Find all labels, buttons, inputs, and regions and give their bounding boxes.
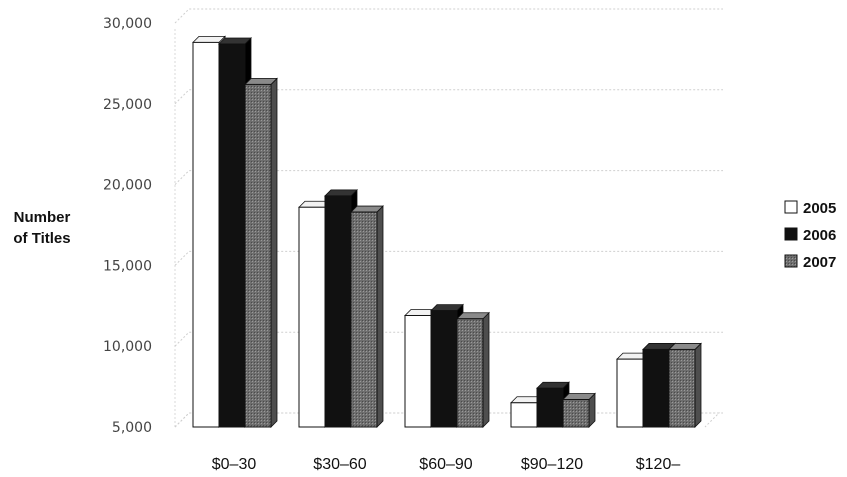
bar-top bbox=[218, 37, 252, 45]
bar-front bbox=[562, 399, 590, 428]
bar-front bbox=[430, 310, 458, 428]
y-tick-label: 20,000 bbox=[103, 178, 152, 194]
bar-top bbox=[350, 205, 384, 213]
y-axis-title-line-1: Number bbox=[14, 209, 71, 226]
bar-front bbox=[616, 358, 644, 428]
bar-top bbox=[456, 312, 490, 320]
y-axis: 5,000 10,000 15,000 20,000 25,000 30,000 bbox=[103, 16, 152, 436]
bar-top bbox=[192, 35, 226, 43]
bar-front bbox=[536, 387, 564, 428]
bar-front bbox=[244, 83, 272, 428]
x-tick-label: $120– bbox=[636, 456, 681, 473]
y-tick-label: 25,000 bbox=[103, 97, 152, 113]
bar-top bbox=[430, 304, 464, 312]
legend-swatch bbox=[784, 200, 798, 214]
y-axis-title-line-2: of Titles bbox=[13, 230, 70, 247]
x-tick-label: $30–60 bbox=[313, 456, 366, 473]
bar-top bbox=[668, 343, 702, 350]
bar-top bbox=[536, 381, 570, 389]
bar-side bbox=[482, 311, 490, 428]
legend-label: 2005 bbox=[803, 200, 836, 217]
bar-side bbox=[694, 342, 702, 428]
bar-2007 bbox=[668, 342, 702, 428]
bar-front bbox=[668, 348, 696, 428]
bar-side bbox=[270, 77, 278, 428]
bar-front bbox=[642, 348, 670, 428]
bar-front bbox=[456, 318, 484, 428]
legend-swatch bbox=[784, 254, 798, 268]
bar-front bbox=[324, 195, 352, 428]
bar-front bbox=[218, 43, 246, 428]
legend-label: 2007 bbox=[803, 254, 836, 271]
x-axis: $0–30 $30–60 $60–90 $90–120 $120– bbox=[212, 456, 681, 473]
legend-item-2006: 2006 bbox=[784, 227, 836, 244]
legend-swatch bbox=[784, 227, 798, 241]
bar-top bbox=[244, 78, 278, 85]
legend-item-2005: 2005 bbox=[784, 200, 836, 217]
x-tick-label: $0–30 bbox=[212, 456, 257, 473]
y-tick-label: 30,000 bbox=[103, 16, 152, 32]
bar-front bbox=[298, 206, 326, 428]
bar-front bbox=[192, 41, 220, 428]
y-tick-label: 5,000 bbox=[112, 420, 152, 436]
legend-label: 2006 bbox=[803, 227, 836, 244]
bar-2006 bbox=[536, 381, 570, 428]
bars bbox=[192, 35, 702, 428]
bar-2007 bbox=[244, 77, 278, 428]
y-tick-label: 15,000 bbox=[103, 258, 152, 274]
legend-item-2007: 2007 bbox=[784, 254, 836, 271]
x-tick-label: $90–120 bbox=[521, 456, 583, 473]
bar-side bbox=[376, 205, 384, 428]
gridline bbox=[174, 8, 723, 24]
bar-2007 bbox=[562, 392, 596, 428]
bar-2007 bbox=[456, 311, 490, 428]
bar-front bbox=[510, 402, 538, 428]
bar-top bbox=[324, 189, 358, 197]
bar-front bbox=[350, 211, 378, 428]
x-tick-label: $60–90 bbox=[419, 456, 472, 473]
legend: 2005 2006 2007 bbox=[784, 200, 836, 271]
bar-2007 bbox=[350, 205, 384, 428]
bar-front bbox=[404, 314, 432, 428]
bar-top bbox=[562, 393, 596, 400]
y-tick-label: 10,000 bbox=[103, 339, 152, 355]
